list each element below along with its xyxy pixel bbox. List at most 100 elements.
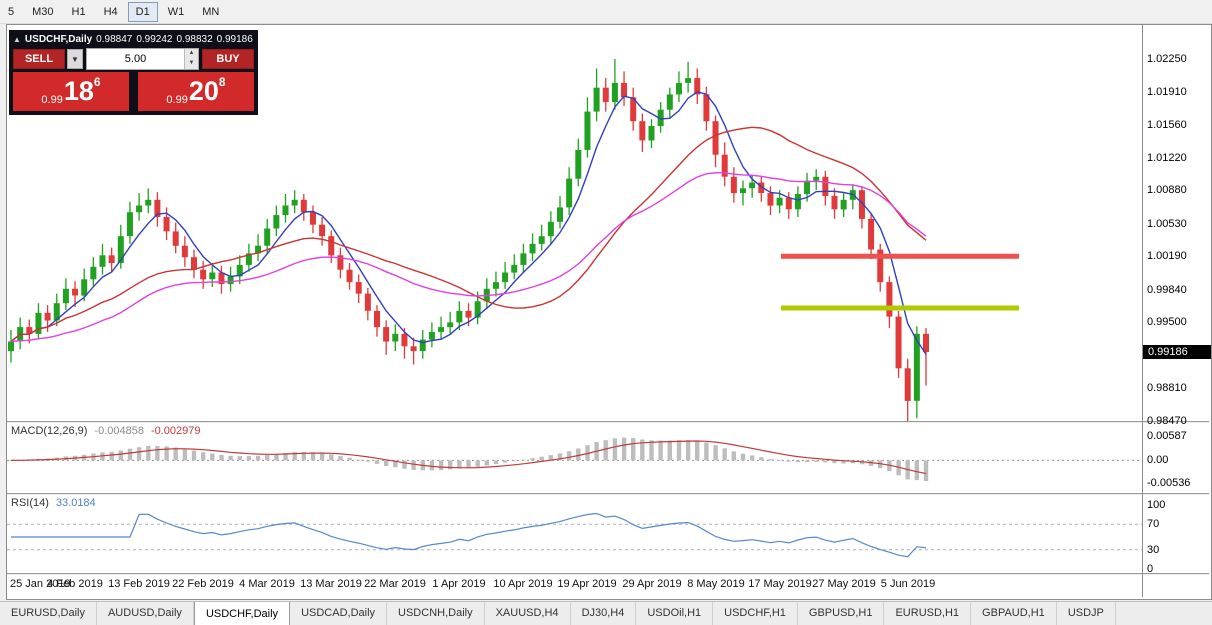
- date-axis-label: 10 Apr 2019: [493, 578, 553, 590]
- macd-signal-line: [10, 440, 927, 475]
- price-axis-label: 0.99840: [1147, 284, 1187, 296]
- chart-tab-usdcad-daily[interactable]: USDCAD,Daily: [290, 602, 388, 625]
- lot-dropdown-button[interactable]: ▼: [67, 49, 83, 69]
- timeframe-button-mn[interactable]: MN: [202, 5, 220, 18]
- chart-window: MACD(12,26,9) -0.004858 -0.002979 RSI(14…: [6, 24, 1212, 600]
- chart-tab-eurusd-h1[interactable]: EURUSD,H1: [884, 602, 972, 625]
- date-axis-label: 1 Apr 2019: [432, 578, 486, 590]
- rsi-label-row: RSI(14) 33.0184: [11, 497, 96, 509]
- panel-splitter[interactable]: [7, 421, 1209, 422]
- date-axis-label: 4 Mar 2019: [239, 578, 295, 590]
- macd-main-value: -0.004858: [94, 425, 144, 437]
- rsi-axis-label: 30: [1147, 544, 1160, 556]
- date-axis-label: 13 Feb 2019: [108, 578, 170, 590]
- trade-prices-row: 0.99 18 6 0.99 20 8: [13, 72, 254, 111]
- fast-ma-line: [10, 91, 927, 355]
- lot-size-field: ▲ ▼: [86, 48, 199, 70]
- chart-tab-eurusd-daily[interactable]: EURUSD,Daily: [0, 602, 97, 625]
- date-axis-label: 8 May 2019: [687, 578, 745, 590]
- panel-splitter[interactable]: [7, 493, 1209, 494]
- macd-axis-label: 0.00: [1147, 454, 1169, 466]
- timeframe-button-w1[interactable]: W1: [167, 5, 185, 18]
- date-axis-label: 5 Jun 2019: [880, 578, 936, 590]
- spin-up-icon[interactable]: ▲: [185, 49, 198, 59]
- sell-price-button[interactable]: 0.99 18 6: [13, 72, 129, 111]
- spin-down-icon[interactable]: ▼: [185, 59, 198, 69]
- price-axis-label: 1.01560: [1147, 119, 1187, 131]
- date-axis-label: 29 Apr 2019: [622, 578, 682, 590]
- chart-tab-usdjp[interactable]: USDJP: [1057, 602, 1116, 625]
- macd-axis-label: 0.00587: [1147, 430, 1187, 442]
- date-axis-label: 19 Apr 2019: [557, 578, 617, 590]
- chart-tab-usdcnh-daily[interactable]: USDCNH,Daily: [387, 602, 485, 625]
- chart-tab-usdchf-h1[interactable]: USDCHF,H1: [713, 602, 798, 625]
- timeframe-button-5[interactable]: 5: [8, 5, 15, 18]
- chart-tab-gbpaud-h1[interactable]: GBPAUD,H1: [971, 602, 1057, 625]
- sell-price-pipette: 6: [93, 75, 101, 89]
- ohlc-close-value: 0.99186: [216, 34, 253, 45]
- buy-price-prefix: 0.99: [166, 94, 188, 106]
- current-price-tag: 0.99186: [1143, 345, 1211, 359]
- timeframe-button-h1[interactable]: H1: [71, 5, 86, 18]
- lot-spinner: ▲ ▼: [184, 49, 198, 69]
- date-axis-label: 4 Feb 2019: [47, 578, 103, 590]
- ohlc-low-value: 0.98832: [176, 34, 213, 45]
- macd-axis-label: -0.00536: [1147, 477, 1191, 489]
- lot-size-input[interactable]: [87, 49, 184, 69]
- timeframe-button-h4[interactable]: H4: [103, 5, 118, 18]
- rsi-value: 33.0184: [55, 497, 96, 509]
- chart-tab-usdoil-h1[interactable]: USDOil,H1: [636, 602, 714, 625]
- price-axis-label: 1.02250: [1147, 53, 1187, 65]
- medium-ma-line: [10, 126, 927, 343]
- macd-label-row: MACD(12,26,9) -0.004858 -0.002979: [11, 425, 201, 437]
- rsi-indicator-panel[interactable]: [7, 495, 1142, 573]
- chart-tab-dj30-h4[interactable]: DJ30,H4: [571, 602, 637, 625]
- chart-tab-usdchf-daily[interactable]: USDCHF,Daily: [193, 602, 291, 625]
- date-axis-label: 13 Mar 2019: [300, 578, 362, 590]
- price-axis-label: 1.00190: [1147, 250, 1187, 262]
- one-click-trading-panel: ▲ USDCHF,Daily 0.98847 0.99242 0.98832 0…: [9, 30, 258, 115]
- price-axis-label: 1.00530: [1147, 218, 1187, 230]
- buy-price-pipette: 8: [218, 75, 226, 89]
- price-axis-label: 1.01910: [1147, 86, 1187, 98]
- rsi-line: [11, 512, 927, 558]
- ohlc-high-value: 0.99242: [136, 34, 173, 45]
- sell-price-prefix: 0.99: [41, 94, 63, 106]
- rsi-axis-label: 0: [1147, 563, 1154, 575]
- rsi-name: RSI(14): [11, 497, 49, 509]
- buy-price-button[interactable]: 0.99 20 8: [138, 72, 254, 111]
- macd-name: MACD(12,26,9): [11, 425, 88, 437]
- sell-button[interactable]: SELL: [13, 49, 65, 69]
- sell-price-big-digits: 18: [63, 76, 94, 106]
- timeframe-toolbar: 5 M30 H1 H4 D1 W1 MN: [0, 0, 1212, 24]
- price-axis-label: 0.98470: [1147, 415, 1187, 427]
- timeframe-button-d1[interactable]: D1: [127, 1, 158, 22]
- price-axis-label: 1.00880: [1147, 184, 1187, 196]
- ohlc-open-value: 0.98847: [96, 34, 133, 45]
- chart-tab-gbpusd-h1[interactable]: GBPUSD,H1: [798, 602, 885, 625]
- price-scale-separator: [1142, 25, 1143, 597]
- chart-tab-xauusd-h4[interactable]: XAUUSD,H4: [485, 602, 571, 625]
- chart-tab-audusd-daily[interactable]: AUDUSD,Daily: [97, 602, 194, 625]
- chart-symbol-title: USDCHF,Daily: [24, 34, 93, 45]
- chart-tabs-bar: EURUSD,Daily AUDUSD,Daily USDCHF,Daily USDC…: [0, 601, 1212, 625]
- rsi-axis-label: 70: [1147, 518, 1160, 530]
- panel-splitter: [7, 573, 1209, 574]
- trade-controls-row: SELL ▼ ▲ ▼ BUY: [13, 48, 254, 70]
- macd-indicator-panel[interactable]: [7, 423, 1142, 493]
- collapse-panel-icon[interactable]: ▲: [13, 35, 21, 44]
- main-price-chart[interactable]: [7, 25, 1142, 421]
- slow-ma-line: [10, 171, 927, 343]
- date-axis-label: 22 Mar 2019: [364, 578, 426, 590]
- macd-signal-value: -0.002979: [150, 425, 201, 437]
- date-axis-label: 27 May 2019: [812, 578, 876, 590]
- timeframe-button-m30[interactable]: M30: [32, 5, 54, 18]
- date-axis-label: 22 Feb 2019: [172, 578, 234, 590]
- price-axis-label: 0.98810: [1147, 382, 1187, 394]
- buy-price-big-digits: 20: [188, 76, 219, 106]
- macd-histogram: [8, 437, 929, 481]
- buy-button[interactable]: BUY: [202, 49, 254, 69]
- date-axis-label: 25 Jan 2019: [10, 578, 71, 590]
- chart-title-row: ▲ USDCHF,Daily 0.98847 0.99242 0.98832 0…: [13, 33, 254, 46]
- rsi-axis-label: 100: [1147, 499, 1166, 511]
